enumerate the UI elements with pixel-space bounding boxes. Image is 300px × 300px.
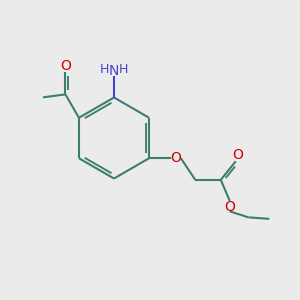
Text: O: O: [232, 148, 243, 162]
Text: H: H: [100, 63, 109, 76]
Text: O: O: [60, 59, 71, 73]
Text: N: N: [109, 64, 119, 78]
Text: O: O: [224, 200, 235, 214]
Text: O: O: [170, 151, 181, 165]
Text: H: H: [119, 63, 128, 76]
